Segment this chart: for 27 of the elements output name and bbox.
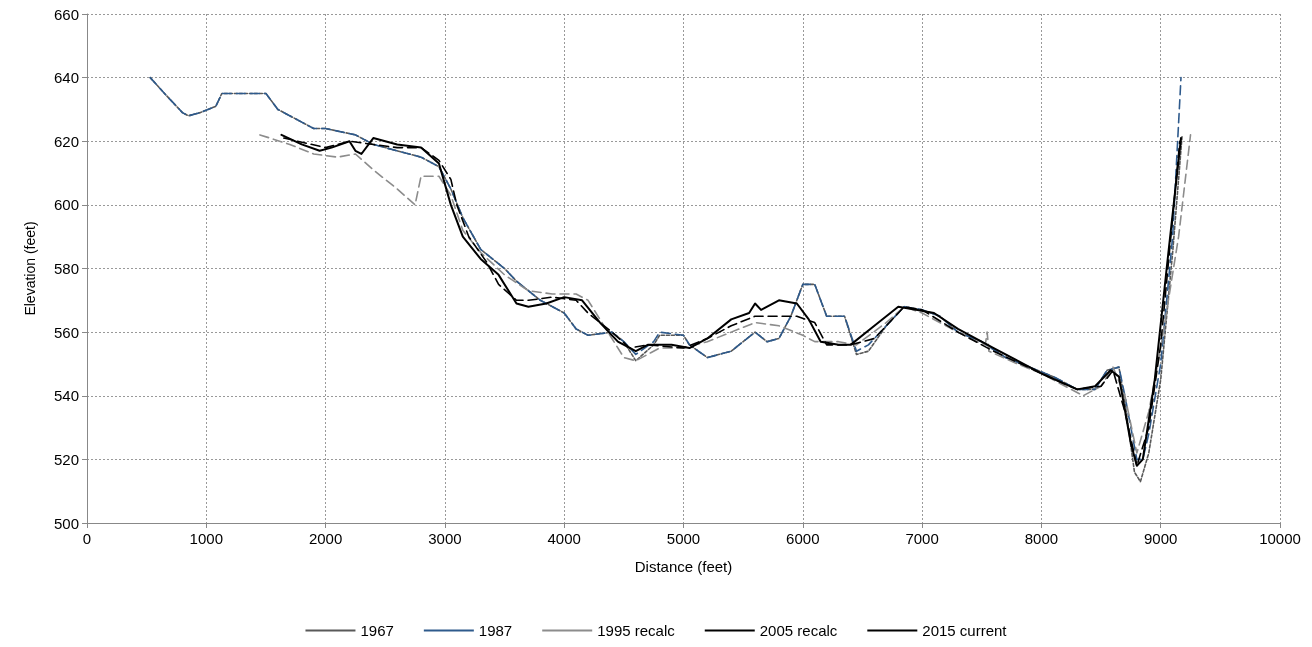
x-tick-label: 4000 [547,530,581,547]
y-tick-label: 640 [53,69,79,87]
y-tick-label: 660 [53,5,79,23]
x-tick-label: 5000 [666,530,701,547]
y-tick-label: 520 [53,450,79,468]
y-tick-label: 580 [53,260,79,277]
legend-label: 1995 recalc [597,622,676,639]
y-tick-label: 500 [53,514,79,532]
x-tick-label: 3000 [428,530,462,547]
legend-label: 1987 [478,622,513,639]
x-tick-label: 1000 [189,530,223,547]
y-tick-label: 600 [53,196,79,214]
y-axis-title: Elevation (feet) [22,221,38,316]
x-tick-label: 0 [82,530,92,547]
legend-label: 1967 [360,622,394,639]
x-tick-label: 6000 [786,530,820,547]
y-tick-label: 540 [53,387,79,405]
legend-label: 2005 recalc [759,622,838,639]
x-tick-label: 10000 [1259,530,1301,547]
legend-label: 2015 current [922,622,1008,639]
x-tick-label: 2000 [308,530,343,547]
x-axis-title: Distance (feet) [634,558,733,575]
y-tick-label: 560 [53,323,79,341]
x-tick-label: 7000 [905,530,939,547]
x-tick-label: 8000 [1024,530,1059,547]
x-tick-label: 9000 [1144,530,1178,547]
y-tick-label: 620 [53,132,79,150]
